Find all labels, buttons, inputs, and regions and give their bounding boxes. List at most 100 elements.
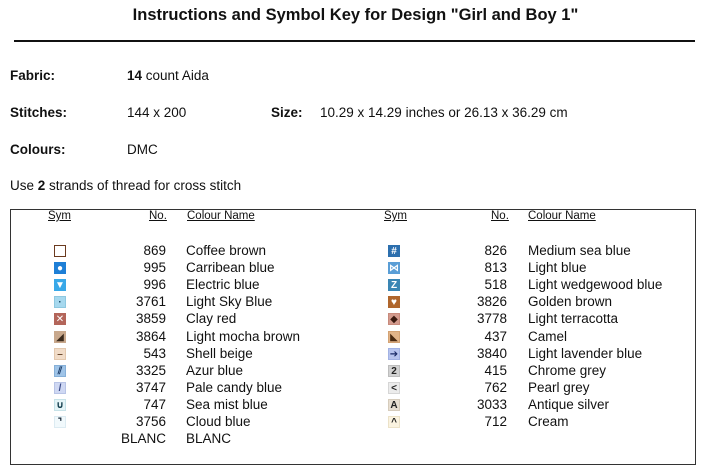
key-row: A 3033 Antique silver [0, 397, 711, 414]
stitches-label: Stitches: [10, 105, 68, 120]
dmc-number: 3756 [135, 414, 166, 429]
right-name-header: Colour Name [528, 210, 596, 222]
key-row: ◢ 3864 Light mocha brown [0, 329, 711, 346]
dmc-number: 762 [484, 379, 507, 395]
dot-icon: · [54, 296, 66, 309]
key-row: ^ 712 Cream [0, 414, 711, 431]
key-row: ⫽ 3325 Azur blue [0, 363, 711, 380]
less-than-icon: < [388, 381, 400, 394]
colour-name: Clay red [186, 311, 237, 327]
colours-value: DMC [127, 142, 158, 157]
colour-name: Chrome grey [528, 362, 607, 378]
symbol-key-table [10, 209, 696, 465]
dmc-number: 995 [143, 260, 166, 276]
dmc-number: 3778 [476, 311, 507, 327]
key-row: BLANC BLANC [0, 431, 711, 448]
key-row: 869 Coffee brown [0, 243, 711, 260]
colour-name: Shell beige [186, 345, 253, 361]
letter-a-icon: A [388, 398, 400, 411]
corner-triangle-icon: ◣ [388, 330, 400, 343]
fabric-label: Fabric: [10, 68, 56, 83]
right-no-header: No. [491, 210, 509, 222]
note-post: strands of thread for cross stitch [45, 178, 242, 193]
key-row: #826 Medium sea blue [0, 243, 711, 260]
colour-name: Camel [528, 328, 568, 344]
key-row: ◆ 3778 Light terracotta [0, 311, 711, 328]
dmc-number: 3859 [135, 311, 166, 327]
key-row: Z 518 Light wedgewood blue [0, 277, 711, 294]
arrow-right-icon: ➔ [388, 347, 400, 360]
left-sym-header: Sym [48, 210, 71, 222]
dmc-number: 712 [484, 414, 507, 429]
left-name-header: Colour Name [187, 210, 255, 222]
colour-name: Pearl grey [528, 379, 590, 395]
colour-name: Carribean blue [186, 260, 275, 276]
dmc-number: 3840 [476, 345, 507, 361]
colour-name: Cream [528, 414, 569, 429]
key-row: ● 995 Carribean blue [0, 260, 711, 277]
dmc-number: 826 [484, 243, 507, 258]
key-row: 2 415 Chrome grey [0, 363, 711, 380]
caret-icon: ^ [388, 416, 400, 428]
number-two-icon: 2 [388, 364, 400, 377]
key-row: ⌝ 3756 Cloud blue [0, 414, 711, 431]
diamond-icon: ◆ [388, 313, 400, 326]
blank-icon [54, 433, 66, 446]
dmc-number: 3761 [135, 294, 166, 310]
dmc-number: 869 [143, 243, 166, 258]
dmc-number: 3033 [476, 396, 507, 412]
dmc-number: 437 [484, 328, 507, 344]
key-row: ♥ 3826 Golden brown [0, 294, 711, 311]
colour-name: Light blue [528, 260, 587, 276]
key-row: ▼ 996 Electric blue [0, 277, 711, 294]
double-slash-icon: ⫽ [54, 364, 66, 377]
dmc-number: BLANC [120, 431, 166, 447]
colour-name: Sea mist blue [186, 396, 268, 412]
key-row: ∪ 747 Sea mist blue [0, 397, 711, 414]
colour-name: Light terracotta [528, 311, 619, 327]
page-title: Instructions and Symbol Key for Design "… [132, 6, 579, 24]
colour-name: Azur blue [186, 362, 244, 378]
size-label: Size: [271, 105, 303, 120]
heart-icon: ♥ [388, 296, 400, 309]
dmc-number: 3864 [135, 328, 166, 344]
fabric-count: 14 [127, 68, 143, 83]
fabric-type: count Aida [142, 68, 209, 83]
dmc-number: 996 [143, 277, 166, 293]
dmc-number: 747 [143, 396, 166, 412]
circle-icon: ● [54, 262, 66, 275]
z-icon: Z [388, 279, 400, 292]
note-strands: 2 [37, 178, 46, 193]
corner-icon: ⌝ [54, 416, 66, 428]
key-row: ◣ 437 Camel [0, 329, 711, 346]
dmc-number: 3747 [135, 379, 166, 395]
key-row: <762 Pearl grey [0, 380, 711, 397]
key-row: ⋈ 813 Light blue [0, 260, 711, 277]
key-row: / 3747 Pale candy blue [0, 380, 711, 397]
note-pre: Use [10, 178, 38, 193]
stitches-value: 144 x 200 [127, 105, 187, 120]
dash-icon: – [54, 347, 66, 360]
colour-name: Light mocha brown [186, 328, 301, 344]
hash-icon: # [388, 245, 400, 257]
dmc-number: 518 [484, 277, 507, 293]
diagonal-half-icon: ◢ [54, 330, 66, 343]
thread-note: Use 2 strands of thread for cross stitch [10, 178, 241, 193]
dmc-number: 3826 [476, 294, 507, 310]
colour-name: BLANC [186, 431, 232, 447]
colour-name: Antique silver [528, 396, 610, 412]
cross-icon: ✕ [54, 313, 66, 326]
right-sym-header: Sym [384, 210, 407, 222]
hollow-square-icon [54, 245, 66, 257]
dmc-number: 543 [143, 345, 166, 361]
key-row: – 543 Shell beige [0, 346, 711, 363]
dmc-number: 415 [484, 362, 507, 378]
colour-name: Medium sea blue [528, 243, 631, 258]
key-row: · 3761 Light Sky Blue [0, 294, 711, 311]
colour-name: Coffee brown [186, 243, 267, 258]
colour-name: Pale candy blue [186, 379, 283, 395]
dmc-number: 813 [484, 260, 507, 276]
colour-name: Light lavender blue [528, 345, 643, 361]
slash-icon: / [54, 381, 66, 394]
colour-name: Electric blue [186, 277, 260, 293]
